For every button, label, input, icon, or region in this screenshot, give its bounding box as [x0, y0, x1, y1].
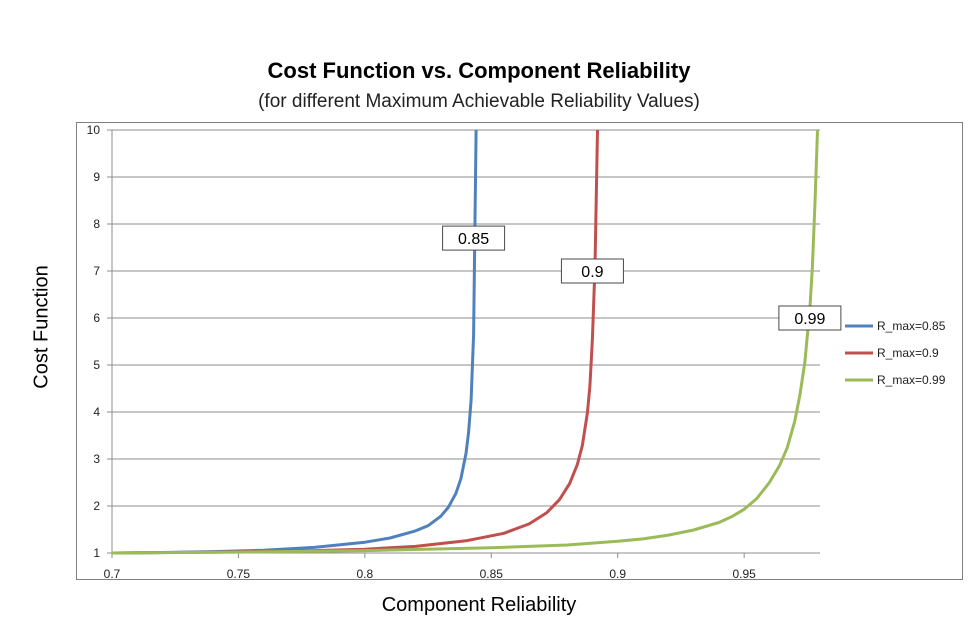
- legend: R_max=0.85 R_max=0.9 R_max=0.99: [845, 319, 946, 387]
- x-tick-label: 0.75: [227, 567, 251, 581]
- y-tick-label: 4: [93, 405, 100, 419]
- legend-label: R_max=0.9: [877, 346, 939, 360]
- x-tick-label: 0.8: [357, 567, 374, 581]
- chart-frame: [76, 122, 963, 580]
- chart-title: Cost Function vs. Component Reliability: [267, 58, 691, 83]
- series-line-2: [111, 129, 819, 555]
- y-tick-label: 9: [93, 170, 100, 184]
- y-tick-label: 1: [93, 546, 100, 560]
- series-callout-0: 0.85: [442, 225, 506, 251]
- callout-label: 0.85: [458, 231, 489, 248]
- x-axis-label: Component Reliability: [381, 594, 577, 616]
- x-tick-label: 0.85: [480, 567, 504, 581]
- y-tick-label: 8: [93, 217, 100, 231]
- callout-box: [560, 258, 624, 284]
- y-tick-label: 2: [93, 499, 100, 513]
- callout-label: 0.99: [794, 311, 825, 328]
- legend-entry-2: R_max=0.99: [845, 373, 946, 387]
- y-tick-label: 3: [93, 452, 100, 466]
- series-callouts: 0.85 0.9 0.99: [442, 225, 842, 331]
- x-tick-label: 0.7: [104, 567, 121, 581]
- grid-lines: [112, 129, 820, 507]
- series-callout-2: 0.99: [778, 305, 842, 331]
- callout-box: [442, 225, 506, 251]
- y-tick-label: 7: [93, 264, 100, 278]
- legend-label: R_max=0.99: [877, 373, 946, 387]
- x-tick-label: 0.9: [609, 567, 626, 581]
- legend-label: R_max=0.85: [877, 319, 946, 333]
- series-lines: [111, 129, 819, 555]
- tick-labels: 1 2 3 4 5 6 7 8 9 10 0.7 0.75 0.8 0.85 0.9 0.95: [87, 123, 757, 581]
- series-line-1: [111, 129, 599, 555]
- callout-label: 0.9: [581, 264, 603, 281]
- y-tick-label: 6: [93, 311, 100, 325]
- series-callout-1: 0.9: [560, 258, 624, 284]
- legend-entry-1: R_max=0.9: [845, 346, 939, 360]
- x-tick-label: 0.95: [732, 567, 756, 581]
- legend-entry-0: R_max=0.85: [845, 319, 946, 333]
- callout-box: [778, 305, 842, 331]
- y-tick-label: 10: [87, 123, 101, 137]
- y-tick-label: 5: [93, 358, 100, 372]
- axes: [107, 129, 820, 558]
- series-line-0: [111, 129, 478, 555]
- chart-subtitle: (for different Maximum Achievable Reliab…: [258, 91, 700, 112]
